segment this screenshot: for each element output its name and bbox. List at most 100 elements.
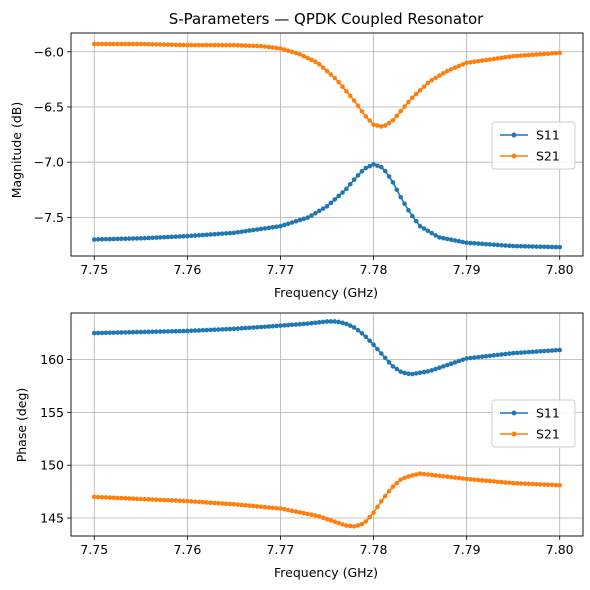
magnitude-s11-marker	[254, 227, 260, 232]
magnitude-s11-marker	[212, 231, 217, 237]
phase-s11-marker	[448, 361, 454, 367]
magnitude-s11-marker	[320, 206, 326, 211]
magnitude-s11-marker	[285, 221, 291, 227]
phase-s21-marker	[107, 495, 113, 500]
phase-s11-marker	[262, 324, 268, 330]
magnitude-s11-marker	[95, 237, 101, 242]
magnitude-s21-marker	[243, 43, 248, 48]
phase-s21-marker	[328, 518, 334, 523]
magnitude-s11-marker	[324, 204, 330, 209]
magnitude-s21-marker	[157, 42, 163, 47]
phase-s11-marker	[406, 371, 411, 377]
magnitude-legend-s11-label: S11	[536, 128, 560, 143]
magnitude-s11-marker	[115, 236, 120, 242]
phase-s21-marker	[188, 499, 194, 504]
phase-s11-marker	[410, 371, 415, 377]
phase-s21-marker	[130, 496, 136, 501]
phase-s21-marker	[472, 477, 477, 482]
magnitude-s11-marker	[150, 235, 155, 241]
magnitude-s11-marker	[239, 229, 244, 235]
phase-s11-marker	[522, 350, 528, 355]
magnitude-s11-marker	[522, 244, 528, 249]
magnitude-s21-marker	[123, 41, 128, 47]
phase-s21-marker	[371, 510, 376, 516]
phase-s21-marker	[200, 499, 206, 505]
phase-s21-marker	[185, 498, 190, 504]
magnitude-s21-marker	[282, 47, 287, 52]
phase-s21-marker	[499, 479, 504, 485]
phase-s21-marker	[429, 472, 435, 478]
magnitude-s11-marker	[390, 180, 396, 185]
magnitude-s21-marker	[382, 123, 388, 128]
phase-x-axis-label: Frequency (GHz)	[274, 565, 378, 580]
magnitude-s11-marker	[200, 232, 206, 238]
phase-x-tick-label: 7.79	[453, 542, 481, 557]
phase-s11-marker	[503, 351, 508, 357]
phase-s21-marker	[243, 503, 248, 508]
magnitude-s21-marker	[344, 89, 349, 94]
phase-s21-marker	[464, 476, 469, 482]
magnitude-s21-marker	[192, 42, 198, 48]
phase-s21-marker	[402, 475, 407, 481]
magnitude-s11-marker	[344, 186, 349, 192]
magnitude-s11-marker	[196, 233, 202, 238]
magnitude-s11-marker	[297, 217, 303, 223]
phase-s11-marker	[239, 326, 244, 331]
magnitude-s21-marker	[107, 41, 113, 47]
phase-s21-marker	[219, 501, 225, 506]
magnitude-s11-marker	[301, 216, 307, 222]
phase-s21-marker	[503, 480, 508, 485]
magnitude-s11-marker	[154, 235, 159, 240]
magnitude-s11-marker	[441, 235, 446, 241]
magnitude-s11-marker	[359, 168, 365, 174]
phase-s11-marker	[402, 370, 407, 376]
magnitude-s11-marker	[157, 235, 163, 240]
magnitude-s21-marker	[309, 57, 314, 63]
phase-chart: Phase (deg) Frequency (GHz) 7.75 7.76 7.77…	[14, 312, 584, 580]
phase-s21-marker	[274, 505, 279, 511]
magnitude-s11-marker	[355, 173, 361, 178]
phase-s21-marker	[444, 474, 450, 480]
magnitude-s21-marker	[169, 42, 175, 48]
phase-s21-marker	[297, 510, 303, 515]
phase-s21-marker	[169, 498, 175, 503]
magnitude-s21-marker	[324, 68, 330, 74]
phase-s21-marker	[514, 481, 520, 486]
magnitude-s11-marker	[413, 218, 419, 224]
phase-s21-marker	[483, 478, 489, 483]
magnitude-s11-marker	[293, 218, 299, 224]
phase-s11-marker	[200, 327, 206, 333]
phase-s21-marker	[347, 523, 353, 529]
phase-s11-marker	[526, 349, 531, 355]
phase-s11-marker	[196, 328, 202, 333]
phase-s21-marker	[289, 508, 295, 514]
phase-s11-marker	[460, 357, 466, 363]
phase-s21-marker	[437, 473, 442, 479]
magnitude-s11-marker	[313, 210, 318, 216]
phase-s11-marker	[472, 355, 477, 360]
magnitude-s21-marker	[522, 53, 528, 58]
phase-s21-marker	[406, 474, 411, 479]
magnitude-s21-marker	[216, 42, 221, 48]
phase-s11-marker	[123, 330, 128, 335]
phase-s21-marker	[301, 510, 307, 516]
phase-s21-marker	[157, 497, 163, 503]
phase-s11-marker	[421, 369, 427, 375]
magnitude-s11-marker	[130, 236, 136, 241]
chart-title: S-Parameters — QPDK Coupled Resonator	[169, 10, 484, 28]
magnitude-s21-marker	[507, 54, 512, 60]
magnitude-s11-marker	[475, 241, 481, 246]
phase-s11-marker	[483, 353, 489, 359]
magnitude-s21-marker	[371, 122, 376, 127]
phase-s21-marker	[181, 498, 186, 504]
phase-s11-marker	[138, 329, 144, 335]
phase-s11-marker	[541, 348, 547, 354]
magnitude-s21-marker	[425, 80, 431, 86]
phase-s11-marker	[367, 338, 372, 344]
phase-s21-marker	[320, 515, 326, 521]
magnitude-s21-marker	[305, 55, 310, 61]
phase-s11-marker	[371, 342, 376, 348]
phase-s21-marker	[390, 484, 396, 489]
magnitude-s21-marker	[293, 50, 299, 56]
magnitude-s11-marker	[169, 234, 175, 240]
